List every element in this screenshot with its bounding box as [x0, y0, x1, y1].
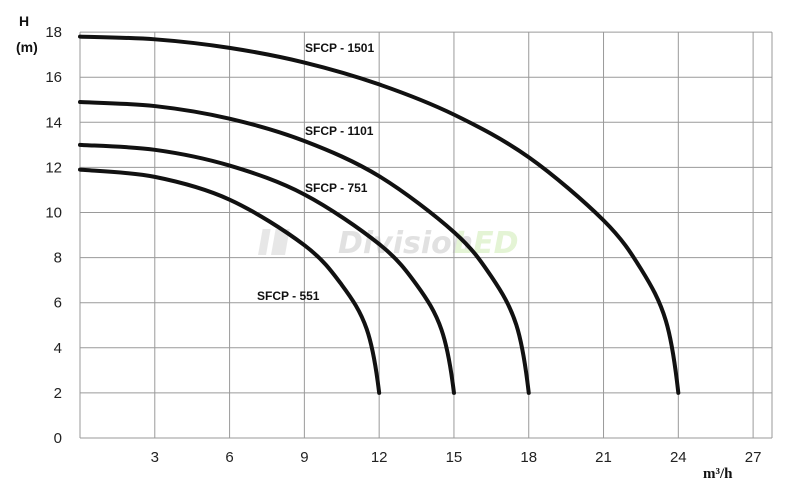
series-label: SFCP - 1101: [305, 124, 374, 138]
logo-mark-icon: [258, 229, 271, 255]
y-tick-label: 8: [54, 250, 62, 267]
x-tick-label: 3: [151, 449, 159, 466]
x-axis-label: m³/h: [703, 466, 733, 482]
y-axis-label: H: [19, 13, 29, 29]
y-tick-label: 2: [54, 385, 62, 402]
y-tick-label: 16: [45, 69, 62, 86]
y-tick-label: 18: [45, 24, 62, 41]
series-label: SFCP - 1501: [305, 41, 374, 55]
y-tick-label: 0: [54, 430, 62, 447]
y-tick-label: 10: [45, 205, 62, 222]
y-tick-label: 6: [54, 295, 62, 312]
x-tick-label: 12: [371, 449, 388, 466]
grid: [79, 31, 773, 439]
logo-mark-icon: [271, 229, 290, 255]
x-tick-label: 21: [595, 449, 612, 466]
curve-sfcp751: [78, 142, 456, 395]
curve-sfcp1501: [78, 34, 681, 395]
x-tick-label: 15: [446, 449, 463, 466]
series-label: SFCP - 551: [257, 289, 320, 303]
x-tick-label: 24: [670, 449, 687, 466]
curve-sfcp1101: [78, 100, 531, 395]
series-label: SFCP - 751: [305, 181, 368, 195]
series-labels: SFCP - 1501 SFCP - 1101 SFCP - 751 SFCP - 5…: [257, 41, 374, 303]
x-tick-label: 6: [225, 449, 233, 466]
x-tick-label: 27: [745, 449, 762, 466]
y-axis-unit: (m): [16, 39, 38, 55]
y-tick-label: 14: [45, 114, 62, 131]
curve-sfcp551: [78, 167, 382, 395]
curves: [78, 34, 681, 395]
x-tick-label: 9: [300, 449, 308, 466]
y-tick-label: 4: [54, 340, 62, 357]
y-tick-label: 12: [45, 159, 62, 176]
watermark-logo: Division LED: [258, 226, 519, 261]
x-tick-label: 18: [520, 449, 537, 466]
